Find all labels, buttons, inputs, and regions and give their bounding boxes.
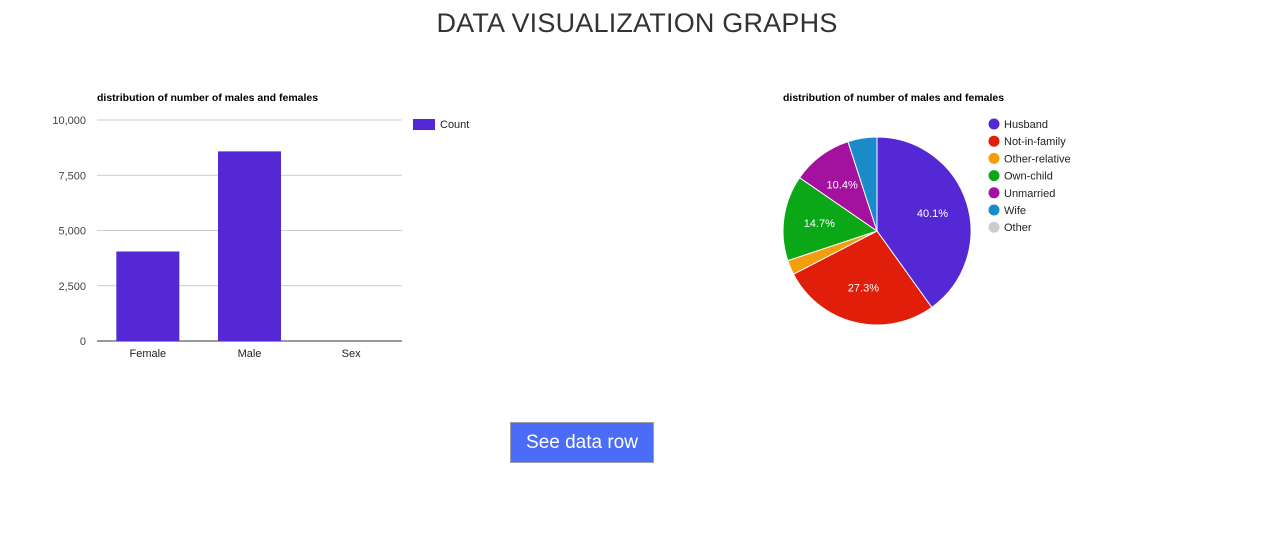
legend-swatch xyxy=(988,221,1000,233)
page-title: DATA VISUALIZATION GRAPHS xyxy=(436,8,838,38)
legend-swatch xyxy=(988,152,1000,164)
pie-chart-slice-labels: 40.1% 27.3% 14.7% 10.4% xyxy=(804,179,949,294)
pie-slice-label: 27.3% xyxy=(848,283,879,295)
pie-slice-not-in-family xyxy=(792,230,933,326)
legend-swatch xyxy=(988,135,1000,147)
y-tick-label: 7,500 xyxy=(58,170,86,182)
legend-swatch xyxy=(988,118,1000,130)
legend-label: Wife xyxy=(1004,205,1026,217)
legend-label: Own-child xyxy=(1004,171,1053,183)
pie-chart-slices xyxy=(782,136,972,326)
bar-chart-legend: Count xyxy=(413,119,469,131)
legend-label: Other xyxy=(1004,222,1032,234)
legend-label: Not-in-family xyxy=(1004,136,1066,148)
pie-chart-legend: Husband Not-in-family Other-relative Own-ch… xyxy=(988,118,1071,234)
legend-swatch xyxy=(988,170,1000,182)
pie-slice-own-child xyxy=(782,176,879,262)
pie-slice-husband xyxy=(876,136,972,309)
y-tick-label: 5,000 xyxy=(58,226,86,238)
pie-slice-label: 14.7% xyxy=(804,218,835,230)
legend-label: Other-relative xyxy=(1004,153,1071,165)
bar-chart-y-axis: 0 2,500 5,000 7,500 10,000 xyxy=(52,115,86,348)
pie-chart: distribution of number of males and fema… xyxy=(782,92,1071,326)
bar-chart: distribution of number of males and fema… xyxy=(52,92,469,360)
x-tick-label: Male xyxy=(238,348,262,360)
pie-slice-label: 10.4% xyxy=(827,179,858,191)
x-tick-label: Female xyxy=(129,348,166,360)
see-data-row-button[interactable]: See data row xyxy=(510,422,654,463)
bar-female xyxy=(116,251,180,341)
x-tick-label: Sex xyxy=(342,348,361,360)
pie-slice-label: 40.1% xyxy=(917,208,948,220)
pie-chart-title: distribution of number of males and fema… xyxy=(783,92,1004,104)
legend-label: Count xyxy=(440,119,469,131)
legend-label: Unmarried xyxy=(1004,188,1055,200)
pie-slice-wife xyxy=(847,136,878,232)
bar-chart-title: distribution of number of males and fema… xyxy=(97,92,318,104)
y-tick-label: 10,000 xyxy=(52,115,86,127)
legend-swatch xyxy=(988,204,1000,216)
bar-chart-x-axis: Female Male Sex xyxy=(129,348,361,360)
y-tick-label: 2,500 xyxy=(58,281,86,293)
legend-label: Husband xyxy=(1004,119,1048,131)
bar-male xyxy=(218,151,281,341)
y-tick-label: 0 xyxy=(80,336,86,348)
bar-chart-bars xyxy=(116,151,281,341)
legend-swatch xyxy=(988,187,1000,199)
legend-swatch xyxy=(413,119,435,130)
